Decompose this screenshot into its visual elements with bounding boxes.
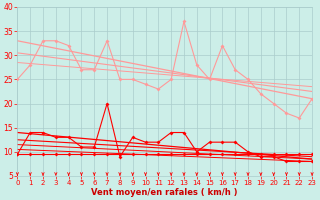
X-axis label: Vent moyen/en rafales ( km/h ): Vent moyen/en rafales ( km/h )	[92, 188, 238, 197]
